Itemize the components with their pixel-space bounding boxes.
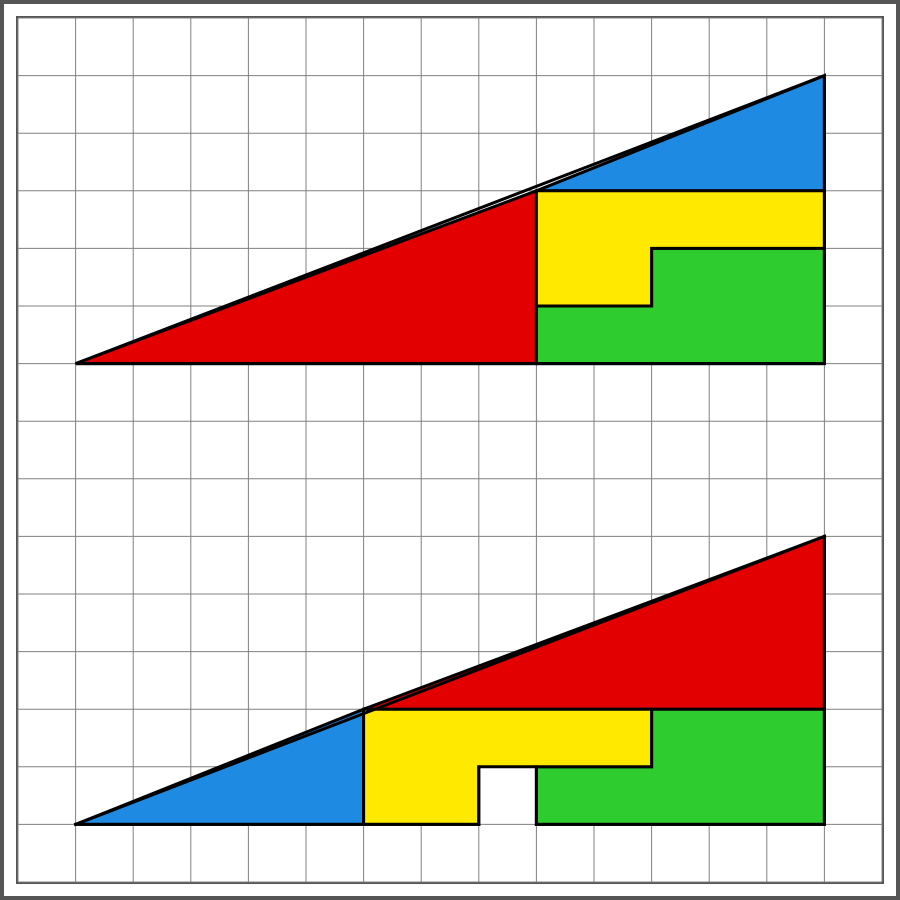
- puzzle-frame: [0, 0, 900, 900]
- puzzle-svg: [0, 0, 900, 900]
